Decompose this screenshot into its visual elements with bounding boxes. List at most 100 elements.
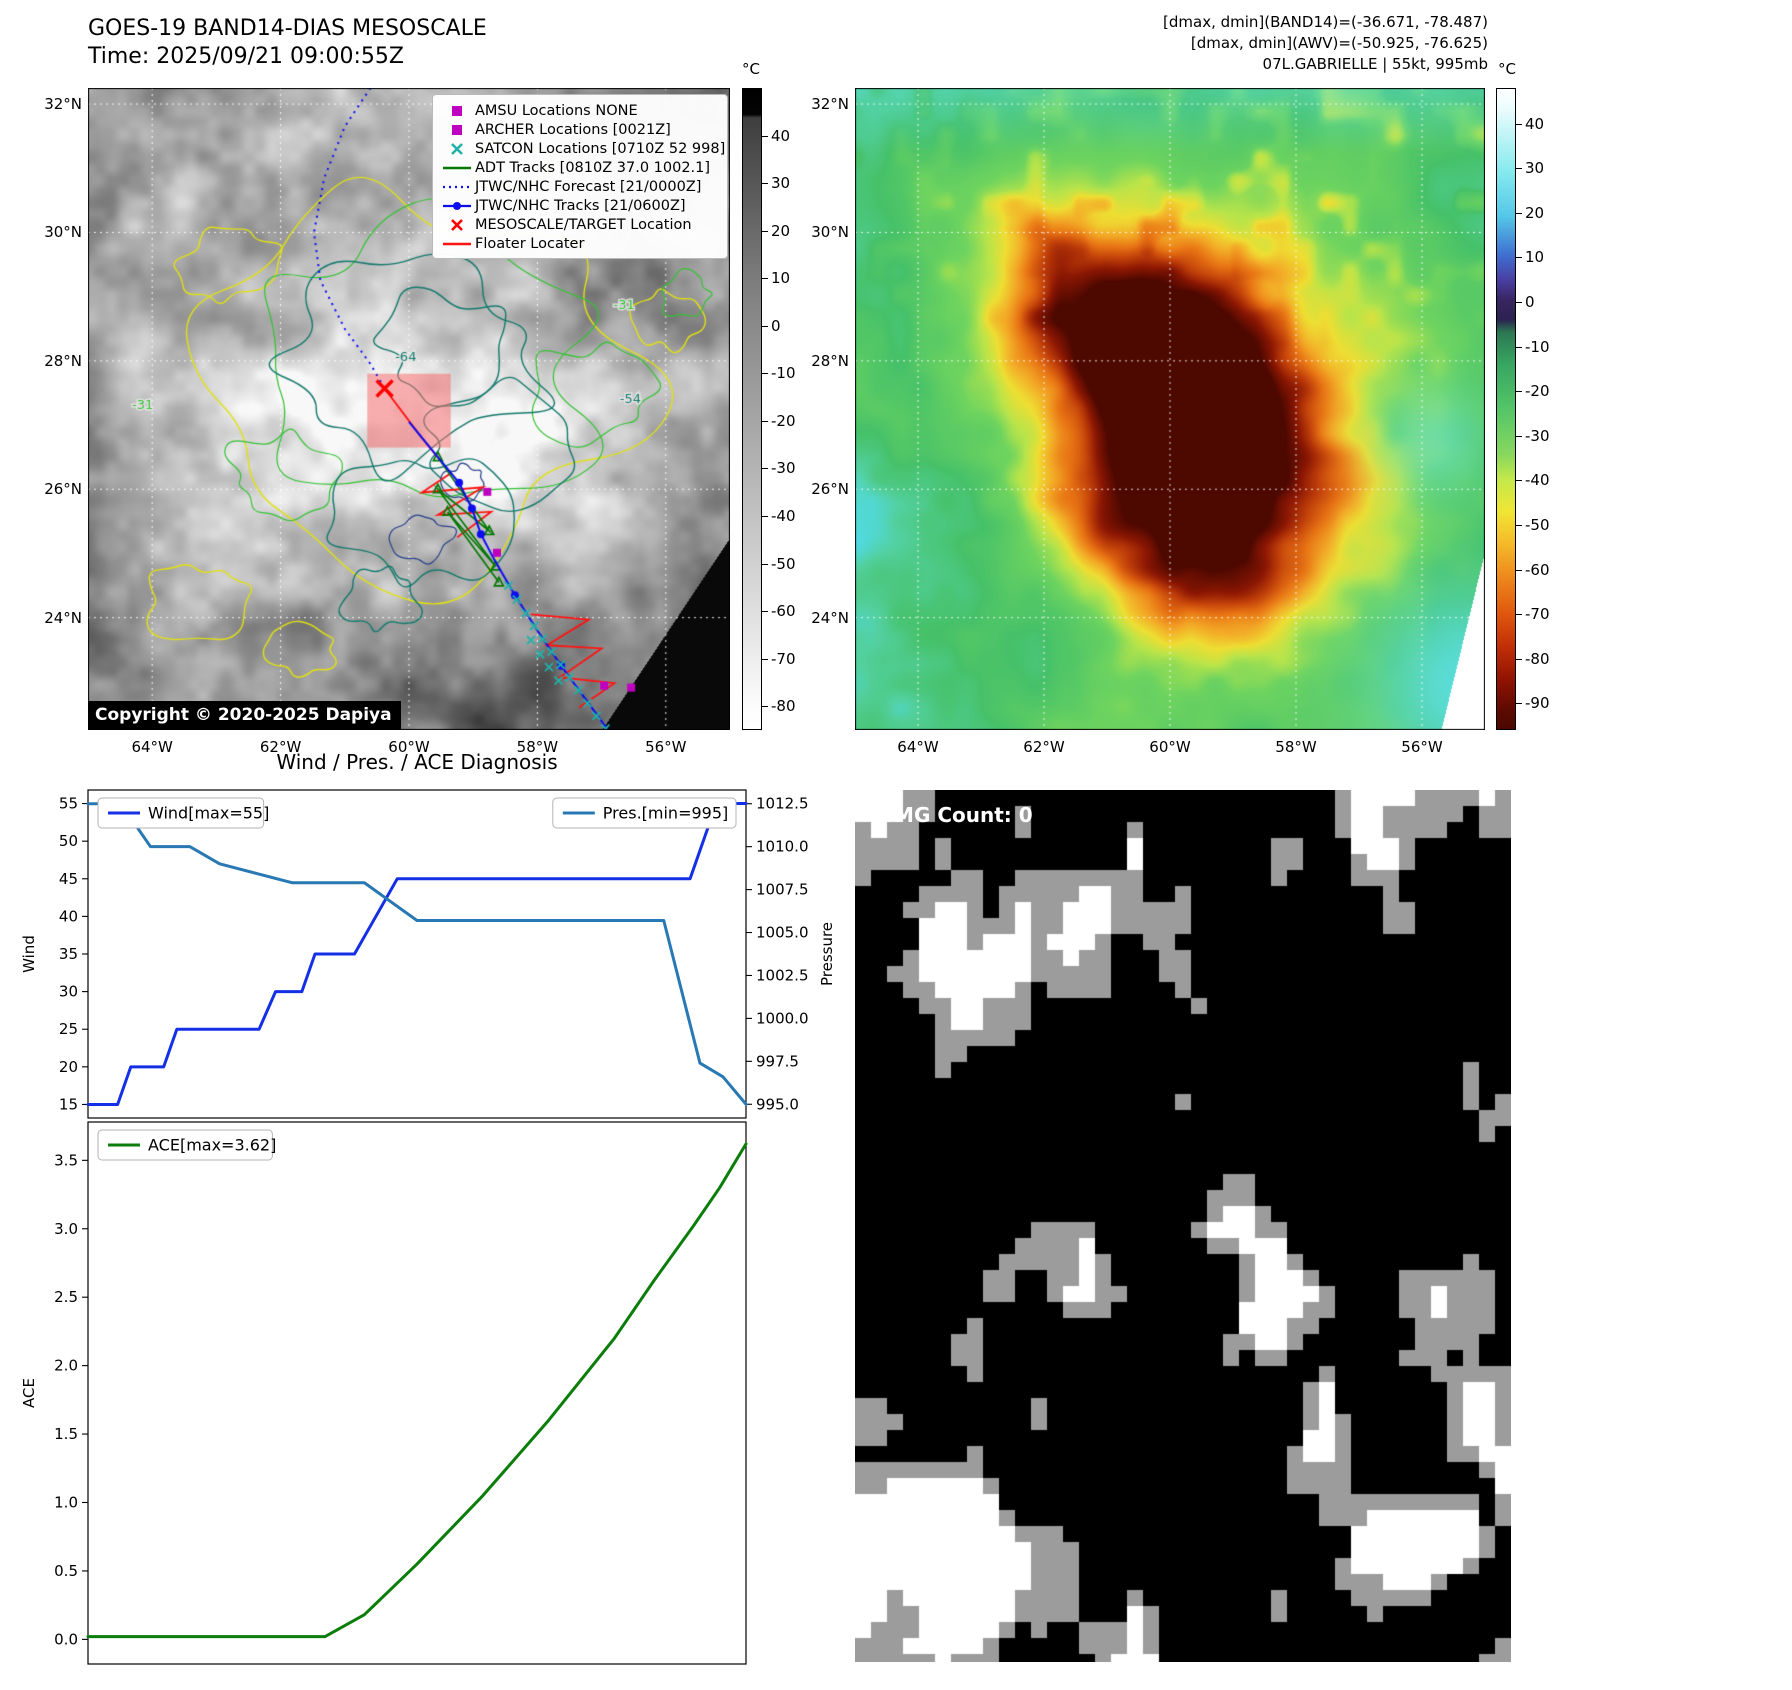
legend-item: MESOSCALE/TARGET Location xyxy=(439,215,721,234)
series-line xyxy=(86,1142,748,1639)
band14-lon-tick: 56°W xyxy=(645,738,687,756)
band14-colorbar-tick-label: 10 xyxy=(771,269,791,288)
band14-colorbar-tickmark xyxy=(762,420,768,422)
y-tick-label-right: 995.0 xyxy=(756,1095,799,1113)
y-tick-label-left: 30 xyxy=(59,983,78,1001)
series-line xyxy=(86,802,748,1106)
band14-lat-tick: 24°N xyxy=(44,608,82,627)
legend-item-label: SATCON Locations [0710Z 52 998] xyxy=(475,140,726,157)
band14-colorbar-unit: °C xyxy=(742,60,760,78)
legend-item: ARCHER Locations [0021Z] xyxy=(439,120,721,139)
awv-colorbar-tickmark xyxy=(1516,346,1522,348)
y-tick-label-left: 0.5 xyxy=(54,1562,78,1580)
band14-colorbar-tick-label: -80 xyxy=(771,697,796,716)
dotted-legend-marker-icon xyxy=(439,180,475,194)
band14-colorbar-tick-label: -50 xyxy=(771,554,796,573)
awv-colorbar-tickmark xyxy=(1516,391,1522,393)
band14-colorbar-tickmark xyxy=(762,278,768,280)
y-tick-label-left: 3.0 xyxy=(54,1220,78,1238)
y-tick-label-right: 1000.0 xyxy=(756,1009,809,1027)
y-axis-label-left: Wind xyxy=(20,935,38,973)
band14-colorbar-tick-label: 30 xyxy=(771,174,791,193)
awv-colorbar-tick-label: -50 xyxy=(1525,515,1550,534)
awv-colorbar-tickmark xyxy=(1516,524,1522,526)
line-legend-marker-icon xyxy=(439,161,475,175)
band14-colorbar-tick-label: -60 xyxy=(771,602,796,621)
awv-lon-tick: 58°W xyxy=(1275,738,1317,756)
y-axis-label-left: ACE xyxy=(20,1378,38,1408)
ace-chart: 0.0 0.5 1.0 1.5 2.0 2.5 3.0 3.5 ACE ACE[max=3.62] xyxy=(20,1121,748,1665)
band14-colorbar-tickmark xyxy=(762,611,768,613)
band14-panel-time: Time: 2025/09/21 09:00:55Z xyxy=(88,44,404,69)
legend-item: Floater Locater xyxy=(439,234,721,253)
square-legend-marker-icon xyxy=(439,104,475,118)
y-tick-label-right: 997.5 xyxy=(756,1052,799,1070)
awv-lon-tick: 64°W xyxy=(897,738,939,756)
awv-lat-tick: 24°N xyxy=(811,608,849,627)
band14-colorbar-tick-label: 0 xyxy=(771,316,781,335)
band14-colorbar-tick-label: -20 xyxy=(771,411,796,430)
y-tick-label-left: 55 xyxy=(59,795,78,813)
legend-item: AMSU Locations NONE xyxy=(439,101,721,120)
awv-header-dmax-awv: [dmax, dmin](AWV)=(-50.925, -76.625) xyxy=(1190,34,1488,52)
band14-colorbar-tickmark xyxy=(762,516,768,517)
awv-colorbar-tickmark xyxy=(1516,480,1522,482)
y-tick-label-left: 50 xyxy=(59,832,78,850)
awv-satellite-map xyxy=(855,88,1485,730)
y-tick-label-right: 1002.5 xyxy=(756,966,809,984)
awv-colorbar-tick-label: -70 xyxy=(1525,605,1550,624)
x-legend-marker-icon xyxy=(439,142,475,156)
awv-header-dmax-band14: [dmax, dmin](BAND14)=(-36.671, -78.487) xyxy=(1163,13,1488,31)
y-tick-label-left: 35 xyxy=(59,945,78,963)
band14-colorbar-tickmark xyxy=(762,183,768,185)
awv-colorbar-tick-label: 40 xyxy=(1525,114,1545,133)
awv-colorbar-tickmark xyxy=(1516,658,1522,660)
y-tick-label-right: 1007.5 xyxy=(756,881,809,899)
awv-lat-tick: 26°N xyxy=(811,480,849,499)
y-tick-label-left: 45 xyxy=(59,870,78,888)
band14-colorbar-tick-label: -10 xyxy=(771,364,796,383)
band14-lon-tick: 62°W xyxy=(259,738,302,756)
awv-colorbar-tickmark xyxy=(1516,212,1522,214)
y-axis-label-right: Pressure xyxy=(818,922,836,986)
awv-lat-tick: 28°N xyxy=(811,351,849,370)
awv-colorbar-tickmark xyxy=(1516,123,1522,125)
awv-colorbar-tickmark xyxy=(1516,569,1522,571)
x-legend-marker-icon xyxy=(439,218,475,232)
y-tick-label-left: 3.5 xyxy=(54,1151,78,1169)
y-tick-label-left: 2.5 xyxy=(54,1288,78,1306)
band14-colorbar-tickmark xyxy=(762,373,768,375)
plot-area xyxy=(87,1121,747,1665)
awv-lon-tick: 62°W xyxy=(1023,738,1065,756)
band14-colorbar-tick-label: 20 xyxy=(771,221,791,240)
band14-lat-tick: 28°N xyxy=(44,351,82,370)
y-tick-label-left: 1.0 xyxy=(54,1493,78,1511)
awv-panel-header: [dmax, dmin](BAND14)=(-36.671, -78.487) … xyxy=(1163,12,1488,75)
awv-colorbar-tick-label: -90 xyxy=(1525,694,1550,713)
y-tick-label-left: 40 xyxy=(59,907,78,925)
band14-panel-title: GOES-19 BAND14-DIAS MESOSCALE xyxy=(88,16,487,41)
legend-item-label: ARCHER Locations [0021Z] xyxy=(475,121,671,138)
awv-colorbar-tickmark xyxy=(1516,168,1522,170)
band14-map-legend: AMSU Locations NONE ARCHER Locations [002… xyxy=(432,94,728,259)
awv-colorbar-tick-label: -20 xyxy=(1525,382,1550,401)
y-tick-label-left: 15 xyxy=(59,1095,78,1113)
awv-colorbar-tickmark xyxy=(1516,703,1522,705)
y-tick-label-left: 0.0 xyxy=(54,1630,78,1648)
series-line xyxy=(86,802,748,1106)
awv-colorbar xyxy=(1496,88,1516,730)
awv-colorbar-tick-label: 30 xyxy=(1525,159,1545,178)
plot-area xyxy=(87,789,747,1119)
legend-item-label: JTWC/NHC Forecast [21/0000Z] xyxy=(475,178,702,195)
band14-lon-tick: 58°W xyxy=(516,738,559,756)
y-tick-label-right: 1005.0 xyxy=(756,924,809,942)
square-legend-marker-icon xyxy=(439,123,475,137)
y-tick-label-left: 2.0 xyxy=(54,1357,78,1375)
band14-colorbar xyxy=(742,88,762,730)
legend-item-label: ADT Tracks [0810Z 37.0 1002.1] xyxy=(475,159,711,176)
series-legend-box xyxy=(97,1129,273,1161)
awv-colorbar-tick-label: -10 xyxy=(1525,337,1550,356)
legend-item: JTWC/NHC Forecast [21/0000Z] xyxy=(439,177,721,196)
band14-colorbar-tick-label: -40 xyxy=(771,507,796,525)
